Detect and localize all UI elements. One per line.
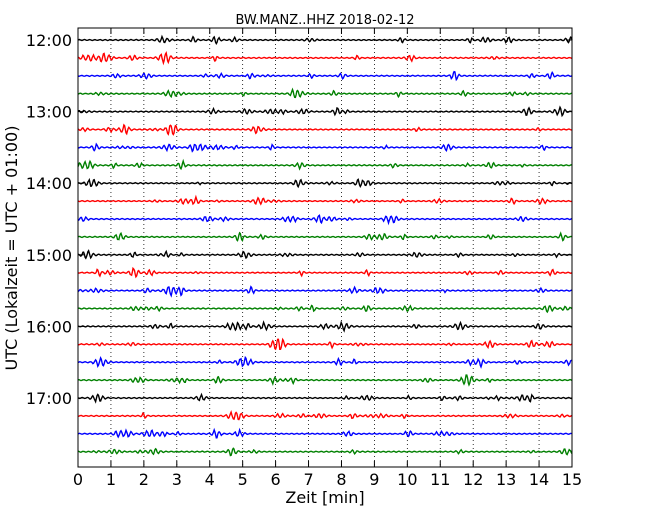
chart-title: BW.MANZ..HHZ 2018-02-12: [235, 13, 414, 28]
x-tick-label: 14: [529, 470, 549, 489]
trace-1715: [77, 409, 573, 421]
trace-1300: [77, 105, 573, 118]
trace-1630: [77, 355, 573, 369]
trace-1615: [77, 337, 573, 351]
y-tick-label: 14:00: [26, 174, 72, 193]
trace-1530: [77, 285, 573, 298]
trace-1245: [77, 87, 573, 99]
trace-1730: [77, 427, 573, 439]
x-axis-label: Zeit [min]: [285, 488, 364, 507]
y-tick-label: 12:00: [26, 31, 72, 50]
trace-1345: [77, 158, 573, 171]
trace-1330: [77, 142, 573, 153]
y-tick-label: 16:00: [26, 317, 72, 336]
x-tick-label: 15: [562, 470, 582, 489]
x-tick-label: 3: [172, 470, 182, 489]
x-tick-label: 5: [238, 470, 248, 489]
trace-1545: [77, 304, 573, 314]
y-tick-label: 13:00: [26, 103, 72, 122]
x-tick-label: 8: [336, 470, 346, 489]
x-tick-label: 1: [106, 470, 116, 489]
trace-1600: [77, 320, 573, 333]
axis-ticks: 0 1 2 3 4 5 6 7 8 9 10 11 12 13 14 1512:0013:0014:0015:…: [26, 28, 582, 489]
trace-1745: [77, 447, 573, 457]
trace-1215: [77, 50, 573, 66]
trace-1500: [77, 249, 573, 260]
y-tick-label: 15:00: [26, 246, 72, 265]
x-tick-label: 11: [430, 470, 450, 489]
trace-group: [77, 34, 573, 457]
y-axis-label: UTC (Lokalzeit = UTC + 01:00): [2, 126, 21, 371]
trace-1515: [77, 266, 573, 279]
y-tick-label: 17:00: [26, 389, 72, 408]
trace-1430: [77, 214, 573, 226]
x-tick-label: 2: [139, 470, 149, 489]
x-tick-label: 9: [369, 470, 379, 489]
x-tick-label: 4: [205, 470, 215, 489]
plot-frame: [77, 27, 573, 468]
x-tick-label: 0: [73, 470, 83, 489]
trace-1445: [77, 231, 573, 242]
x-tick-label: 7: [303, 470, 313, 489]
x-tick-label: 6: [271, 470, 281, 489]
trace-1315: [77, 123, 573, 136]
trace-1230: [77, 70, 573, 82]
trace-1645: [77, 374, 573, 387]
trace-1700: [77, 392, 573, 404]
trace-1200: [77, 34, 573, 46]
x-tick-label: 13: [496, 470, 516, 489]
trace-1415: [77, 194, 573, 206]
trace-1400: [77, 177, 573, 189]
x-tick-label: 12: [463, 470, 483, 489]
x-tick-label: 10: [397, 470, 417, 489]
